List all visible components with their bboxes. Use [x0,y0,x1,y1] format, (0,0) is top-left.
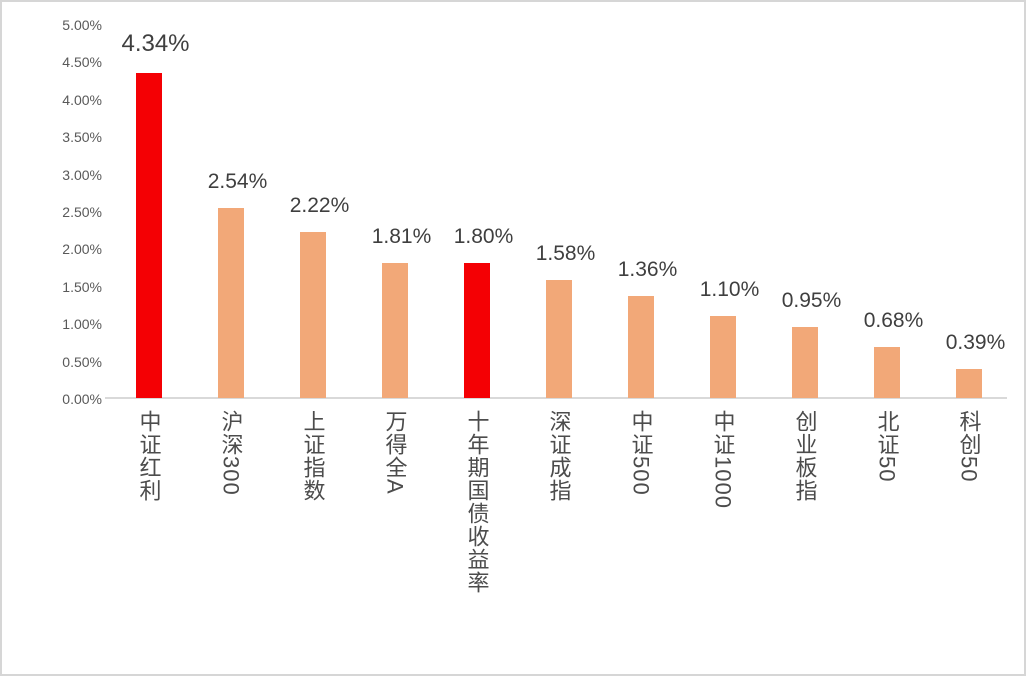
bar-value-label: 1.58% [535,241,596,265]
bar [545,279,572,398]
bar-value-label: 0.68% [863,309,924,333]
bar-value-label: 1.10% [699,277,760,301]
bar-value-label: 1.36% [617,258,678,282]
bar [873,347,900,398]
bar [217,208,244,398]
x-category-label: 中证1000 [710,410,736,509]
bar [791,326,818,398]
x-axis-line [105,397,1007,399]
x-category-label: 中证500 [628,410,654,496]
y-tick-label: 4.00% [62,91,102,108]
bar-value-label: 0.39% [945,330,1006,354]
bar [463,263,490,398]
bar-value-label: 1.80% [453,225,514,249]
bar [955,368,982,398]
x-category-label: 上证指数 [300,410,326,502]
bar-value-label: 0.95% [781,288,842,312]
bar-value-label: 1.81% [371,224,432,248]
x-category-label: 中证红利 [136,410,162,502]
bar-value-label: 4.34% [121,30,190,58]
bar-value-label: 2.22% [289,193,350,217]
bar-value-label: 2.54% [207,170,268,193]
y-tick-label: 4.50% [62,54,102,71]
bar [381,262,408,398]
y-tick-label: 1.00% [62,316,102,333]
x-category-label: 沪深300 [218,410,244,496]
bar [709,315,736,398]
y-tick-label: 1.50% [62,278,102,295]
y-tick-label: 0.00% [62,391,102,407]
y-tick-label: 3.00% [62,166,102,183]
bar [627,296,654,398]
y-tick-label: 5.00% [62,17,102,33]
x-category-label: 深证成指 [546,410,572,502]
x-category-label: 北证50 [874,410,900,483]
bar [135,73,162,398]
bar [299,231,326,398]
y-tick-label: 2.00% [62,241,102,258]
y-tick-label: 3.50% [62,129,102,146]
y-tick-label: 2.50% [62,204,102,220]
x-category-label: 创业板指 [792,410,818,502]
x-category-label: 万得全A [382,410,408,495]
x-category-label: 科创50 [956,410,982,483]
x-category-label: 十年期国债收益率 [464,410,490,594]
y-tick-label: 0.50% [62,353,102,370]
